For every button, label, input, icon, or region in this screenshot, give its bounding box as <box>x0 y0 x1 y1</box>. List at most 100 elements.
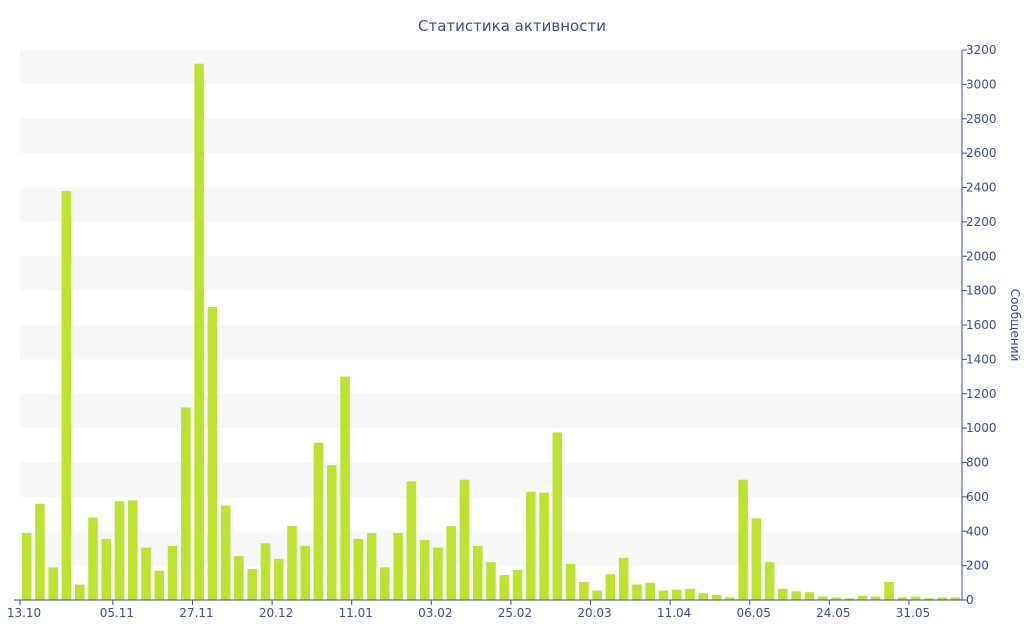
y-tick-label: 200 <box>966 559 989 573</box>
grid-band <box>20 531 962 566</box>
bar <box>260 543 271 600</box>
bar <box>21 532 32 600</box>
bar <box>446 526 456 600</box>
bar <box>817 596 828 600</box>
bar <box>844 598 854 600</box>
bar <box>472 545 483 600</box>
bar <box>327 465 337 600</box>
x-tick-label: 05.11 <box>100 606 134 620</box>
grid-band <box>20 462 962 497</box>
x-tick-label: 11.01 <box>339 606 373 620</box>
y-tick-label: 1000 <box>966 421 997 435</box>
y-tick-label: 2000 <box>966 249 997 263</box>
bar <box>910 596 921 600</box>
x-tick-label: 25.02 <box>498 606 532 620</box>
x-tick-labels: 13.10 05.11 27.11 20.12 11.01 03.02 25.02 20.03… <box>7 600 930 620</box>
bar <box>61 190 72 600</box>
bar <box>313 442 324 600</box>
bar <box>632 584 642 600</box>
bar <box>618 557 629 600</box>
bar <box>181 407 191 600</box>
bar <box>273 558 284 600</box>
bar <box>552 432 563 600</box>
y-tick-label: 800 <box>966 456 989 470</box>
bar <box>804 592 815 600</box>
bar <box>791 591 801 600</box>
bar <box>486 562 496 600</box>
y-tick-label: 3200 <box>966 43 997 57</box>
bar <box>74 584 85 600</box>
bar <box>114 501 125 600</box>
y-axis-label: Сообщений <box>1008 289 1022 362</box>
bar <box>35 503 45 600</box>
bar <box>526 491 536 600</box>
bar <box>300 545 311 600</box>
x-tick-label: 03.02 <box>418 606 452 620</box>
bar <box>565 563 576 600</box>
y-tick-label: 0 <box>966 593 974 607</box>
bar <box>711 594 722 600</box>
bar <box>764 562 775 600</box>
bar <box>605 574 616 600</box>
bar <box>725 597 735 600</box>
bar <box>141 547 151 600</box>
bar <box>937 597 947 600</box>
y-tick-labels: 0 200 400 600 800 1000 1200 1400 1600 1800 2000 220… <box>962 43 997 607</box>
bar <box>220 505 231 600</box>
bar <box>950 597 961 600</box>
x-tick-label: 27.11 <box>179 606 213 620</box>
bar <box>128 500 138 600</box>
y-tick-label: 1400 <box>966 352 997 366</box>
grid-band <box>20 50 962 85</box>
bar <box>419 539 430 600</box>
bar <box>539 492 549 600</box>
bar <box>353 538 364 600</box>
grid-bands <box>20 50 962 566</box>
y-tick-label: 1200 <box>966 387 997 401</box>
bar <box>167 545 178 600</box>
chart-title: Статистика активности <box>418 17 606 35</box>
x-tick-label: 13.10 <box>7 606 41 620</box>
y-tick-label: 3000 <box>966 77 997 91</box>
y-tick-label: 2200 <box>966 215 997 229</box>
x-tick-label: 20.12 <box>259 606 293 620</box>
y-tick-label: 400 <box>966 524 989 538</box>
bar-series <box>21 63 961 601</box>
grid-band <box>20 256 962 291</box>
grid-band <box>20 187 962 222</box>
bar <box>433 547 443 600</box>
bar <box>671 589 682 600</box>
bar <box>393 532 403 600</box>
bar <box>738 479 748 600</box>
bar <box>406 481 417 600</box>
y-tick-label: 2800 <box>966 112 997 126</box>
bar <box>857 595 868 600</box>
grid-band <box>20 118 962 154</box>
bar <box>154 570 165 600</box>
bar <box>88 517 98 600</box>
x-tick-label: 11.04 <box>657 606 691 620</box>
bar <box>751 518 762 600</box>
bar <box>658 590 669 600</box>
bar <box>287 526 297 600</box>
bar <box>499 575 510 600</box>
grid-band <box>20 325 962 360</box>
bar <box>924 598 934 600</box>
bar <box>778 588 788 600</box>
bar <box>897 597 908 600</box>
bar <box>645 582 655 600</box>
bar <box>685 588 695 600</box>
bar <box>207 306 218 600</box>
x-tick-label: 24.05 <box>816 606 850 620</box>
grid-band <box>20 393 962 429</box>
y-tick-label: 2400 <box>966 181 997 195</box>
x-tick-label: 06.05 <box>737 606 771 620</box>
bar <box>831 597 841 600</box>
bar <box>366 532 377 600</box>
bar <box>884 581 894 600</box>
x-tick-label: 20.03 <box>577 606 611 620</box>
y-tick-label: 1600 <box>966 318 997 332</box>
x-tick-label: 31.05 <box>896 606 930 620</box>
bar <box>101 538 112 600</box>
bar <box>247 569 257 600</box>
